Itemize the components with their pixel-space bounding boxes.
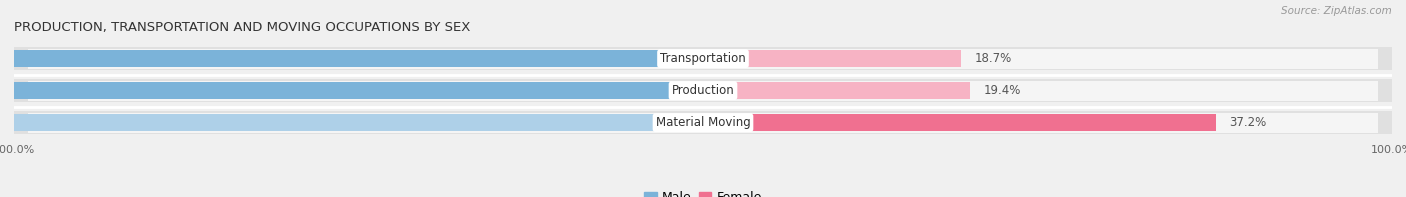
Text: Material Moving: Material Moving [655,116,751,129]
Text: Transportation: Transportation [661,52,745,65]
Text: PRODUCTION, TRANSPORTATION AND MOVING OCCUPATIONS BY SEX: PRODUCTION, TRANSPORTATION AND MOVING OC… [14,21,471,34]
Bar [0,50,703,67]
Bar [28,81,1378,100]
Bar [0,82,703,99]
Bar [28,49,1378,69]
Text: 37.2%: 37.2% [1229,116,1267,129]
Text: 19.4%: 19.4% [984,84,1022,97]
Text: Source: ZipAtlas.com: Source: ZipAtlas.com [1281,6,1392,16]
Bar [703,114,1216,131]
Bar [14,111,1392,135]
Text: 18.7%: 18.7% [974,52,1012,65]
Legend: Male, Female: Male, Female [640,186,766,197]
Bar [14,47,1392,71]
Bar [28,113,1378,133]
Text: Production: Production [672,84,734,97]
Bar [0,114,703,131]
Bar [703,82,970,99]
Bar [14,79,1392,102]
Bar [703,50,960,67]
